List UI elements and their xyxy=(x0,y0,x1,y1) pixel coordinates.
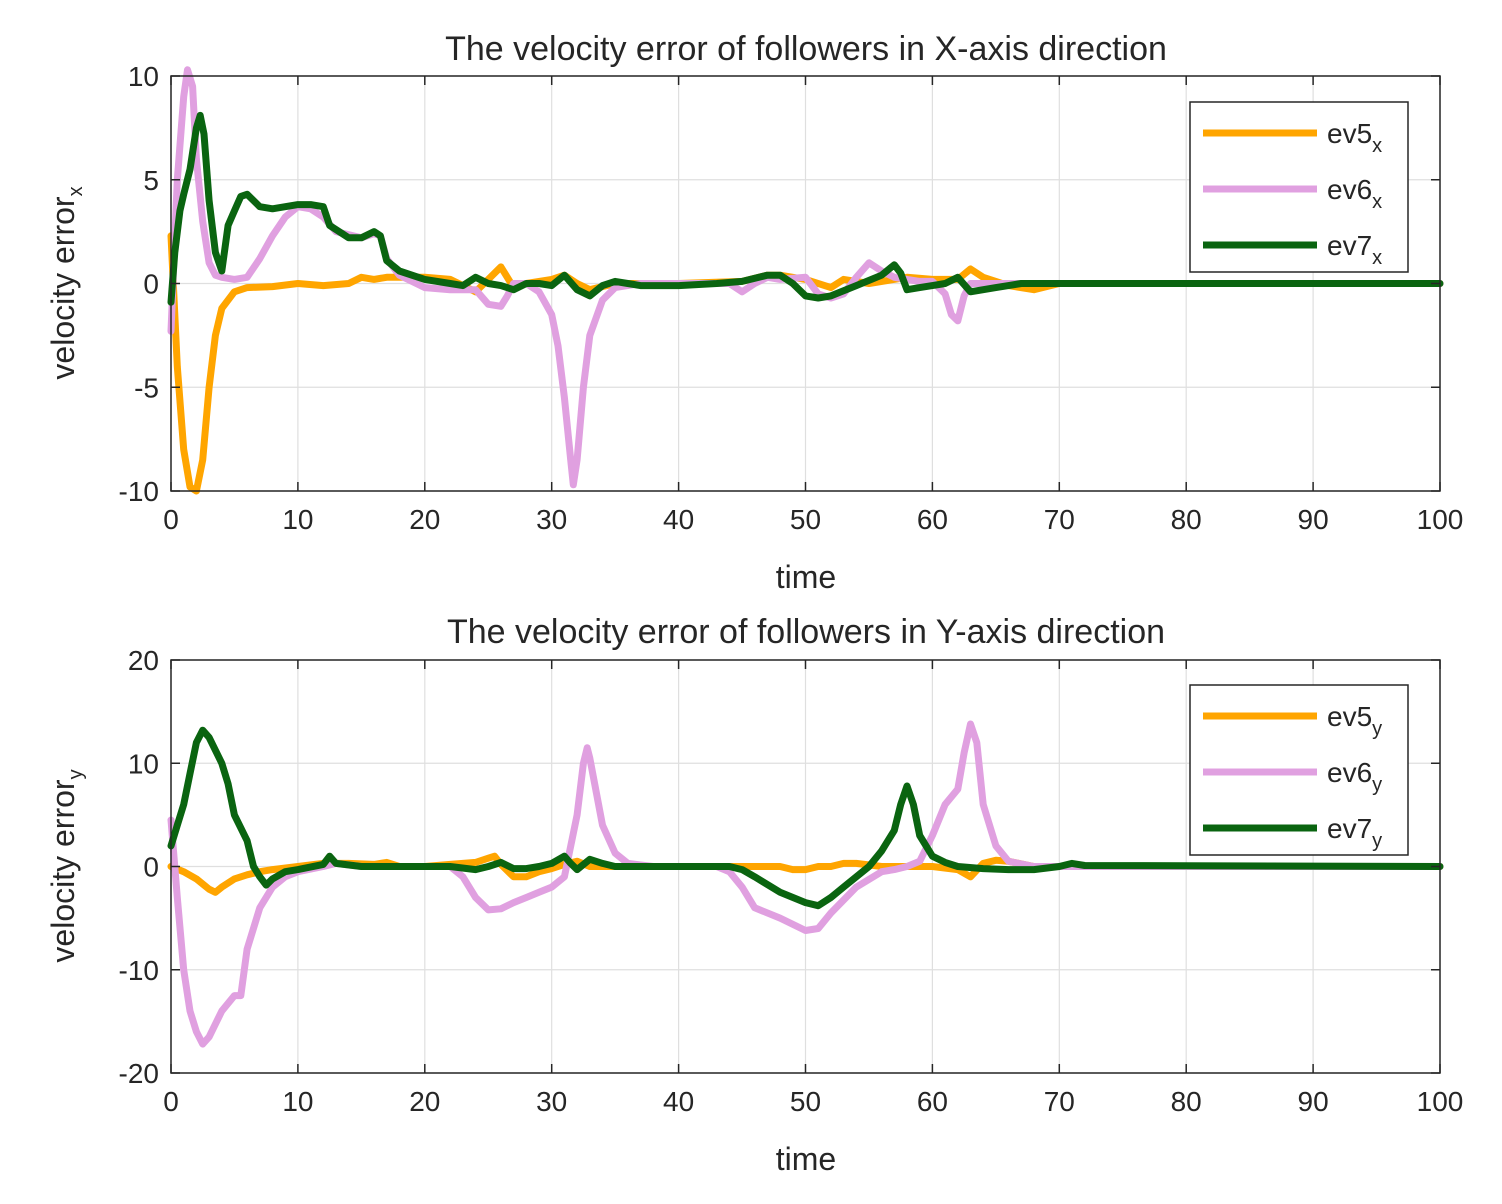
chart-x-axis-velocity: The velocity error of followers in X-axi… xyxy=(45,30,1463,595)
x-axis-label: time xyxy=(776,1141,836,1177)
legend-label-ev5: ev5y xyxy=(1327,701,1382,740)
x-tick-label: 90 xyxy=(1298,1086,1329,1117)
legend-label-ev6: ev6y xyxy=(1327,757,1382,796)
legend-label-ev5: ev5x xyxy=(1327,118,1382,157)
x-tick-label: 60 xyxy=(917,1086,948,1117)
x-axis-label: time xyxy=(776,559,836,595)
x-tick-label: 60 xyxy=(917,504,948,535)
y-tick-label: 10 xyxy=(128,748,159,779)
x-tick-label: 70 xyxy=(1044,1086,1075,1117)
y-tick-label: 0 xyxy=(143,269,159,300)
x-tick-label: 10 xyxy=(282,1086,313,1117)
x-tick-label: 40 xyxy=(663,1086,694,1117)
x-tick-label: 30 xyxy=(536,504,567,535)
y-tick-label: 20 xyxy=(128,645,159,676)
y-tick-label: 10 xyxy=(128,61,159,92)
y-tick-label: -10 xyxy=(119,476,159,507)
x-tick-label: 90 xyxy=(1298,504,1329,535)
y-axis-label-sub: y xyxy=(65,769,87,779)
x-tick-label: 100 xyxy=(1417,1086,1464,1117)
x-tick-label: 70 xyxy=(1044,504,1075,535)
x-tick-label: 30 xyxy=(536,1086,567,1117)
x-tick-label: 80 xyxy=(1171,504,1202,535)
chart-title: The velocity error of followers in X-axi… xyxy=(445,30,1167,68)
series-line-ev6-y xyxy=(167,720,1444,1048)
legend: ev5y ev6y ev7y xyxy=(1189,684,1409,856)
x-tick-label: 50 xyxy=(790,504,821,535)
legend-label-ev7: ev7y xyxy=(1327,813,1382,852)
legend: ev5x ev6x ev7x xyxy=(1189,101,1409,273)
x-tick-label: 10 xyxy=(282,504,313,535)
legend-label-ev6: ev6x xyxy=(1327,174,1382,213)
x-tick-label: 100 xyxy=(1417,504,1464,535)
x-tick-label: 0 xyxy=(163,1086,179,1117)
x-tick-label: 20 xyxy=(409,1086,440,1117)
y-tick-label: 0 xyxy=(143,852,159,883)
y-tick-label: -5 xyxy=(134,372,159,403)
ticks: 0 10 20 30 40 50 60 70 80 90 100 -10 -5 0 5 10 xyxy=(119,61,1464,535)
series-line-ev6-x xyxy=(167,66,1444,489)
y-axis-label: velocity errory xyxy=(45,769,87,962)
chart-y-axis-velocity: The velocity error of followers in Y-axi… xyxy=(45,613,1463,1177)
y-tick-label: 5 xyxy=(143,165,159,196)
y-tick-label: -10 xyxy=(119,955,159,986)
y-axis-label-main: velocity error xyxy=(45,196,81,380)
y-axis-label: velocity errorx xyxy=(45,186,87,379)
y-tick-label: -20 xyxy=(119,1058,159,1089)
y-axis-label-main: velocity error xyxy=(45,779,81,963)
y-axis-label-sub: x xyxy=(65,186,87,196)
ticks: 0 10 20 30 40 50 60 70 80 90 100 -20 -10 0 10 20 xyxy=(119,645,1464,1117)
x-tick-label: 0 xyxy=(163,504,179,535)
x-tick-label: 50 xyxy=(790,1086,821,1117)
series-line-ev5-y xyxy=(167,852,1444,896)
series-line-ev7-x xyxy=(167,111,1444,306)
x-tick-label: 20 xyxy=(409,504,440,535)
legend-label-ev7: ev7x xyxy=(1327,230,1382,269)
chart-title: The velocity error of followers in Y-axi… xyxy=(447,613,1165,651)
x-tick-label: 80 xyxy=(1171,1086,1202,1117)
series-layer xyxy=(167,66,1444,495)
x-tick-label: 40 xyxy=(663,504,694,535)
series-line-ev7-y xyxy=(167,726,1444,910)
series-layer xyxy=(167,720,1444,1048)
